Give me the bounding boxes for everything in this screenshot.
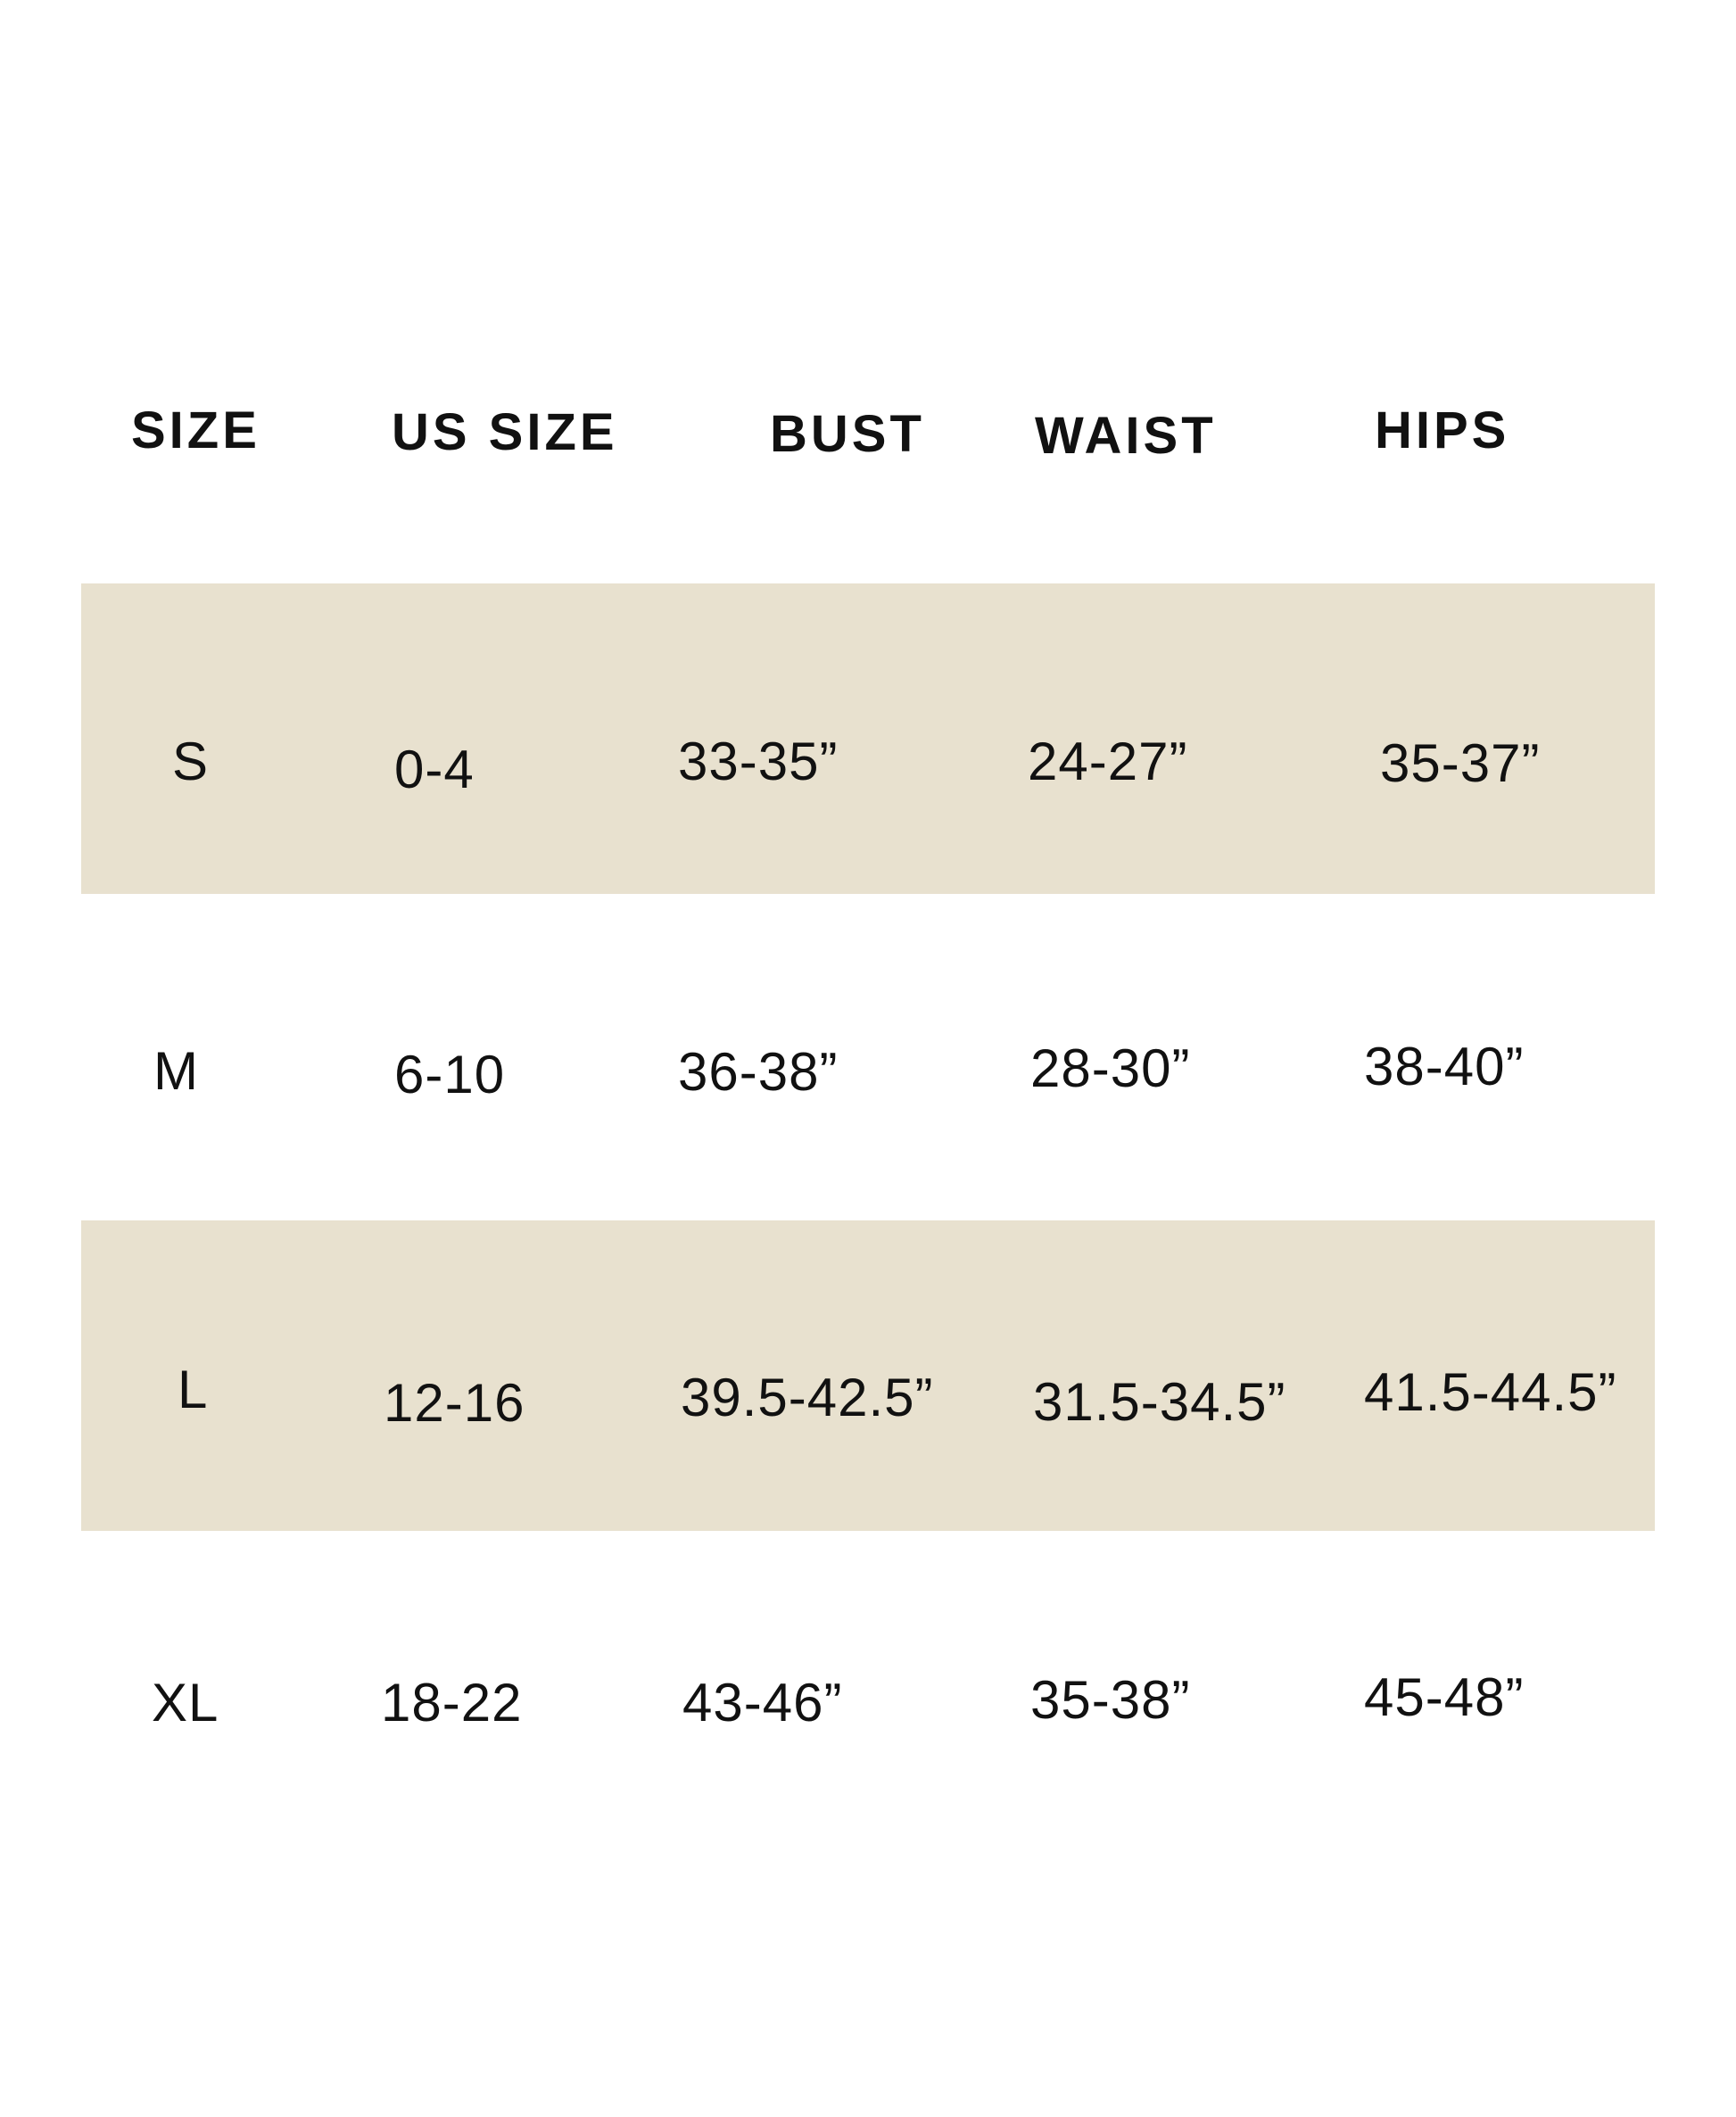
cell-size: M bbox=[153, 1041, 199, 1101]
cell-bust: 39.5-42.5” bbox=[681, 1368, 934, 1427]
cell-us-size: 12-16 bbox=[384, 1373, 525, 1433]
cell-hips: 35-37” bbox=[1380, 733, 1541, 793]
cell-us-size: 0-4 bbox=[394, 740, 475, 799]
row-band-s bbox=[81, 583, 1655, 894]
header-size: SIZE bbox=[131, 401, 260, 459]
cell-size: L bbox=[178, 1360, 209, 1419]
header-us-size: US SIZE bbox=[392, 403, 618, 461]
cell-bust: 36-38” bbox=[678, 1042, 839, 1102]
header-waist: WAIST bbox=[1035, 407, 1217, 465]
cell-hips: 41.5-44.5” bbox=[1364, 1362, 1617, 1422]
cell-bust: 33-35” bbox=[678, 732, 839, 791]
cell-size: S bbox=[172, 732, 210, 791]
cell-hips: 38-40” bbox=[1364, 1037, 1525, 1096]
cell-us-size: 18-22 bbox=[381, 1673, 523, 1732]
cell-size: XL bbox=[152, 1673, 219, 1732]
cell-bust: 43-46” bbox=[682, 1673, 843, 1732]
header-bust: BUST bbox=[770, 405, 925, 463]
header-hips: HIPS bbox=[1375, 401, 1510, 459]
cell-waist: 28-30” bbox=[1030, 1038, 1191, 1098]
row-band-l bbox=[81, 1220, 1655, 1531]
cell-waist: 35-38” bbox=[1030, 1670, 1191, 1730]
cell-waist: 24-27” bbox=[1028, 732, 1188, 791]
cell-us-size: 6-10 bbox=[394, 1045, 506, 1104]
cell-hips: 45-48” bbox=[1364, 1667, 1525, 1727]
cell-waist: 31.5-34.5” bbox=[1033, 1372, 1286, 1432]
